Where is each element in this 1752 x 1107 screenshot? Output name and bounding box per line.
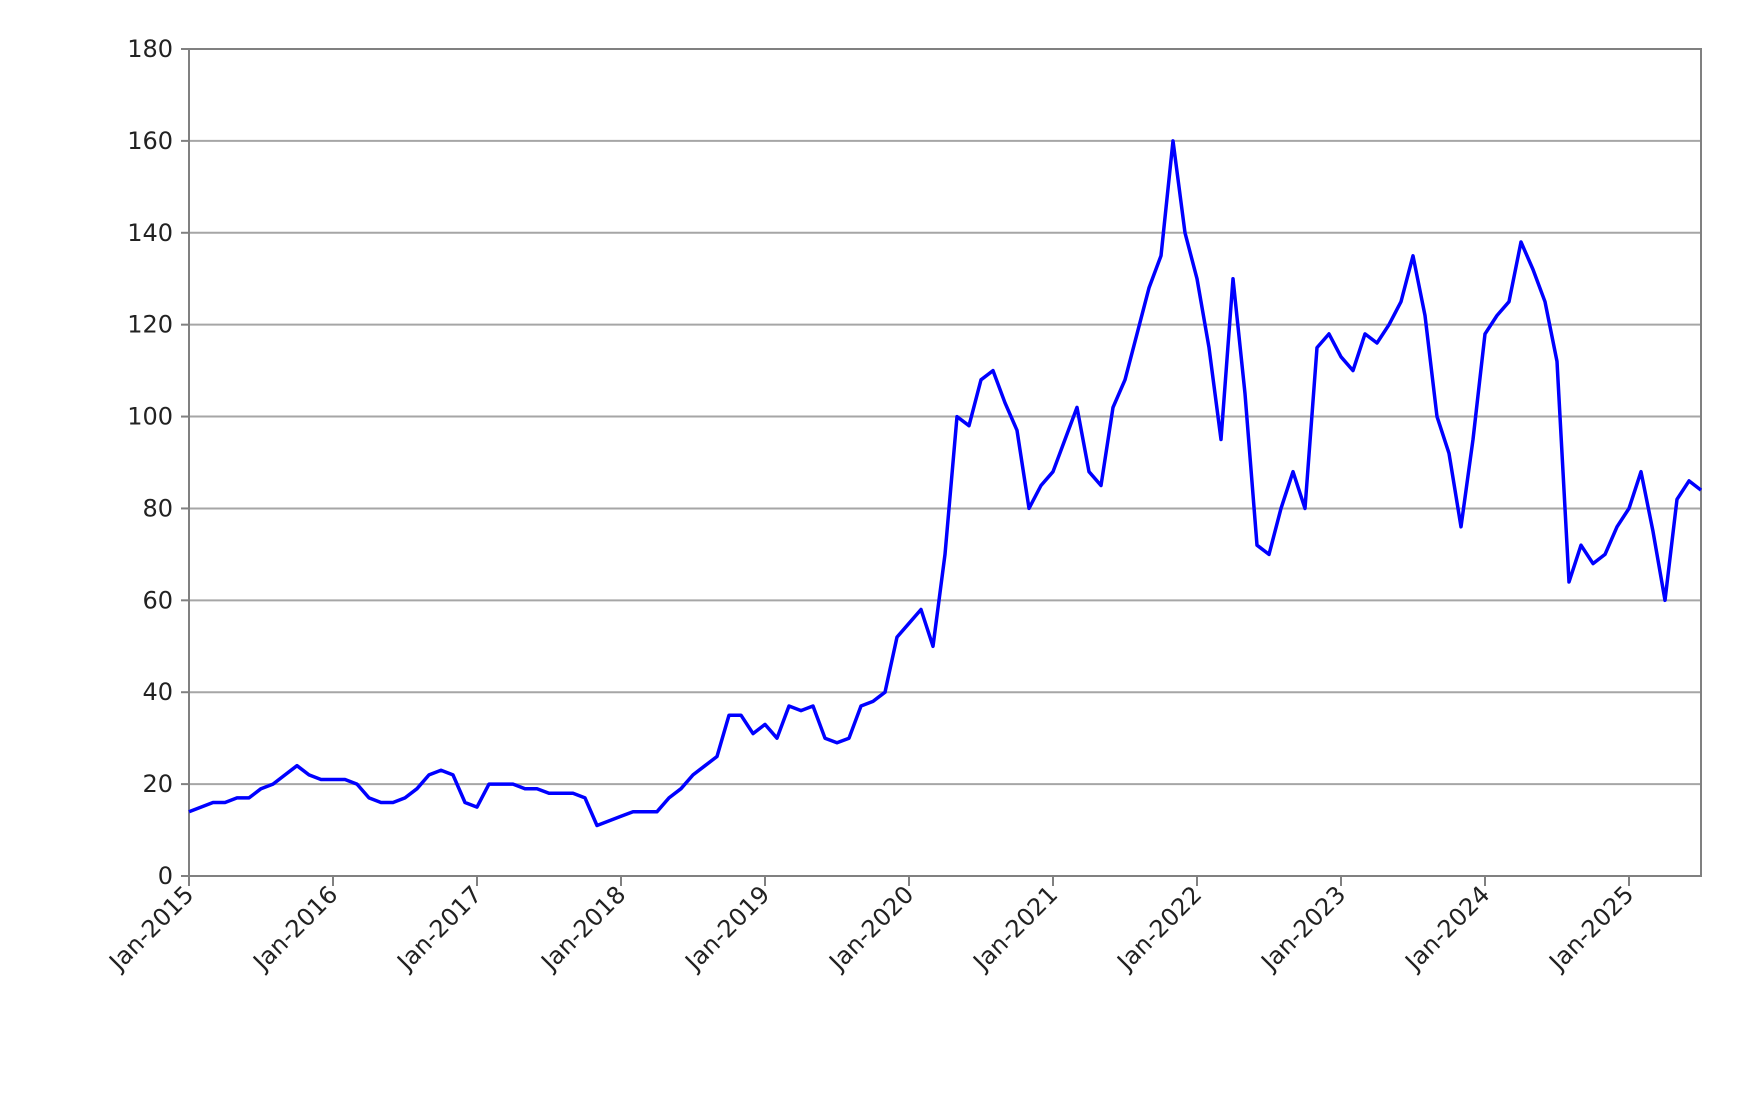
y-tick-label: 60 xyxy=(142,586,173,614)
y-tick-label: 0 xyxy=(158,862,173,890)
x-tick-label: Jan-2015 xyxy=(103,880,200,977)
x-tick-label: Jan-2024 xyxy=(1399,880,1496,977)
x-tick-label: Jan-2017 xyxy=(391,880,488,977)
y-tick-label: 100 xyxy=(127,403,173,431)
y-tick-label: 80 xyxy=(142,494,173,522)
x-tick-label: Jan-2023 xyxy=(1255,880,1352,977)
x-tick-label: Jan-2022 xyxy=(1111,880,1208,977)
x-tick-label: Jan-2016 xyxy=(247,880,344,977)
x-tick-label: Jan-2021 xyxy=(967,880,1064,977)
x-tick-label: Jan-2018 xyxy=(535,880,632,977)
y-tick-label: 140 xyxy=(127,219,173,247)
y-tick-label: 120 xyxy=(127,311,173,339)
y-tick-label: 160 xyxy=(127,127,173,155)
x-tick-label: Jan-2019 xyxy=(679,880,776,977)
y-tick-label: 20 xyxy=(142,770,173,798)
plot-frame xyxy=(188,48,1702,877)
x-tick-label: Jan-2020 xyxy=(823,880,920,977)
y-tick-label: 180 xyxy=(127,35,173,63)
x-tick-label: Jan-2025 xyxy=(1543,880,1640,977)
y-tick-label: 40 xyxy=(142,678,173,706)
data-line xyxy=(188,139,1703,828)
